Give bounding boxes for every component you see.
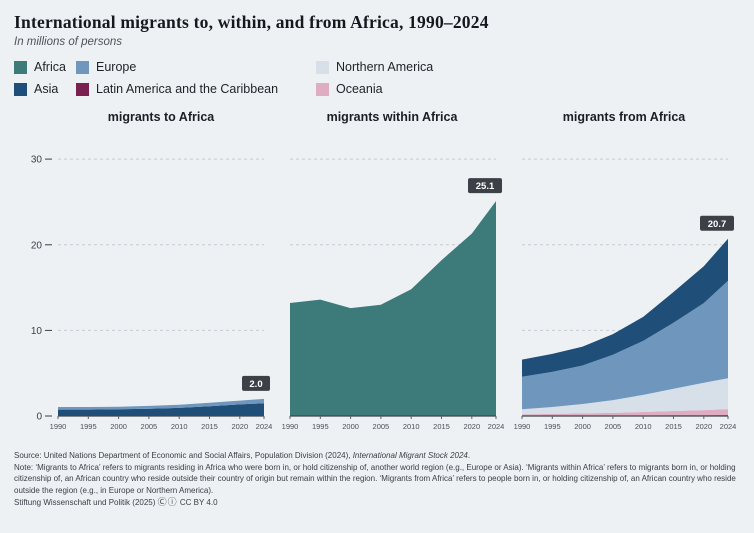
x-tick-label: 2005 — [373, 422, 390, 431]
panel-title-to-africa: migrants to Africa — [107, 110, 215, 124]
value-badge — [468, 178, 502, 194]
x-tick-label: 2015 — [665, 422, 682, 431]
legend-label: Northern America — [336, 60, 434, 74]
panel-title-from-africa: migrants from Africa — [562, 110, 686, 124]
credit-text: Stiftung Wissenschaft und Politik (2025) — [14, 498, 156, 508]
x-tick-label: 2000 — [574, 422, 591, 431]
y-tick-label: 20 — [31, 240, 43, 251]
charts-row: migrants to Africa 1990 1995 2000 2005 2010 2… — [14, 110, 740, 438]
area-africa — [290, 201, 496, 416]
chart-svg-1: 1990 1995 2000 2005 2010 2015 2020 2024 25.1 — [282, 158, 504, 431]
x-tick-label: 2010 — [403, 422, 420, 431]
area-europe — [522, 280, 728, 410]
page-title: International migrants to, within, and f… — [14, 12, 489, 32]
x-tick-label: 1995 — [312, 422, 329, 431]
y-tick-label: 30 — [31, 155, 43, 166]
legend-swatch-oceania — [316, 82, 329, 96]
license-text: CC BY 4.0 — [179, 498, 218, 508]
area-asia — [522, 238, 728, 377]
y-tick-label: 10 — [31, 326, 43, 337]
value-badge-label: 20.7 — [708, 219, 727, 230]
panel-migrants-within-africa: migrants within Africa 1990 1995 2000 2005 2… — [280, 110, 504, 438]
x-tick-label: 2024 — [488, 422, 504, 431]
x-tick-label: 1990 — [50, 422, 67, 431]
area-oceania — [522, 409, 728, 416]
value-badge-label: 25.1 — [476, 181, 495, 192]
x-tick-label: 2024 — [720, 422, 736, 431]
value-badge-label: 2.0 — [249, 379, 262, 390]
chart-svg-2: 1990 1995 2000 2005 2010 2015 2020 2024 20.7 — [514, 158, 736, 431]
x-tick-label: 2020 — [231, 422, 248, 431]
legend-label: Europe — [96, 60, 137, 74]
x-tick-label: 2015 — [433, 422, 450, 431]
x-tick-label: 1990 — [282, 422, 299, 431]
source-line: Source: United Nations Department of Eco… — [14, 450, 740, 462]
x-tick-label: 1995 — [80, 422, 97, 431]
panel-migrants-to-africa: migrants to Africa 1990 1995 2000 2005 2010 2… — [14, 110, 272, 438]
panel-title-within-africa: migrants within Africa — [326, 110, 458, 124]
x-tick-label: 2005 — [605, 422, 622, 431]
credit-line: Stiftung Wissenschaft und Politik (2025)… — [14, 496, 740, 509]
value-badge — [242, 375, 270, 391]
legend-item-europe: Europe — [76, 56, 316, 78]
legend-item-africa: Africa — [14, 56, 76, 78]
x-tick-label: 2020 — [695, 422, 712, 431]
legend-label: Oceania — [336, 82, 383, 96]
legend-swatch-africa — [14, 60, 27, 74]
legend: Africa Europe Northern America Asia Latin Am… — [14, 56, 740, 100]
legend-swatch-asia — [14, 82, 27, 96]
value-badge — [700, 215, 734, 231]
area-northern-america — [522, 378, 728, 415]
source-text: Source: United Nations Department of Eco… — [14, 451, 353, 460]
x-tick-label: 2000 — [342, 422, 359, 431]
source-period: . — [467, 451, 471, 460]
x-tick-label: 2010 — [171, 422, 188, 431]
legend-swatch-northern-america — [316, 60, 329, 74]
x-tick-label: 2000 — [110, 422, 127, 431]
x-tick-label: 2015 — [201, 422, 218, 431]
legend-label: Latin America and the Caribbean — [96, 82, 279, 96]
area-asia — [58, 403, 264, 416]
x-tick-label: 1995 — [544, 422, 561, 431]
y-tick-label: 0 — [36, 412, 42, 423]
legend-item-oceania: Oceania — [316, 78, 740, 100]
legend-swatch-europe — [76, 60, 89, 74]
x-tick-label: 2010 — [635, 422, 652, 431]
legend-label: Asia — [34, 82, 59, 96]
legend-item-latin-america-and-the-caribbean: Latin America and the Caribbean — [76, 78, 316, 100]
chart-svg-0: 1990 1995 2000 2005 2010 2015 2020 2024 0 10 20 30 2… — [31, 155, 272, 431]
panel-migrants-from-africa: migrants from Africa 1990 1995 2000 2005 201… — [512, 110, 736, 438]
source-title: International Migrant Stock 2024 — [352, 451, 468, 460]
cc-license-icons: Ⓒⓘ — [157, 497, 178, 508]
legend-label: Africa — [34, 60, 66, 74]
page-subtitle: In millions of persons — [14, 36, 123, 48]
x-tick-label: 2024 — [256, 422, 272, 431]
note-text: Note: ‘Migrants to Africa’ refers to mig… — [14, 462, 736, 495]
legend-swatch-latin-america-and-the-caribbean — [76, 82, 89, 96]
area-europe — [58, 398, 264, 410]
x-tick-label: 2005 — [141, 422, 158, 431]
legend-item-northern-america: Northern America — [316, 56, 740, 78]
legend-item-asia: Asia — [14, 78, 76, 100]
footnotes: Source: United Nations Department of Eco… — [14, 450, 740, 509]
x-tick-label: 1990 — [514, 422, 531, 431]
x-tick-label: 2020 — [463, 422, 480, 431]
